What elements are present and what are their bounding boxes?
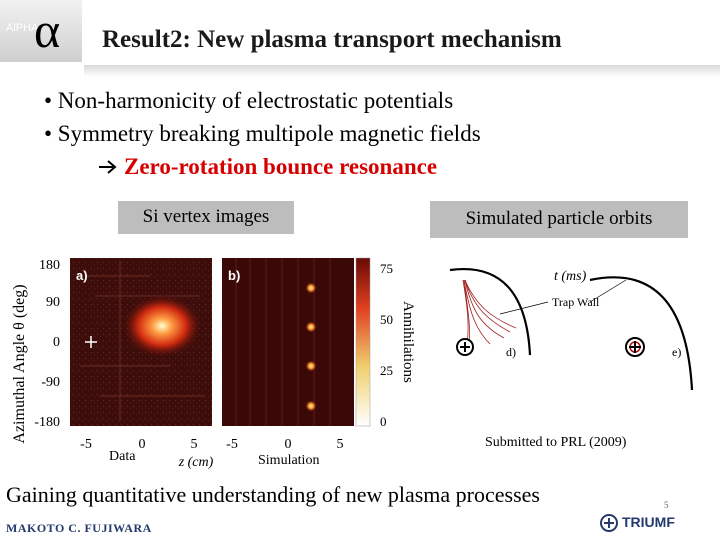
x-tick-a: -5 [80, 437, 92, 452]
trap-wall-label: Trap Wall [552, 295, 600, 309]
summary-line: Gaining quantitative understanding of ne… [6, 482, 540, 507]
panel-e-label: e) [672, 345, 681, 359]
alpha-logo-text: AlPHA [6, 22, 39, 34]
orbit-traces [462, 279, 517, 351]
arrow-right-icon [99, 160, 117, 174]
time-label: t (ms) [554, 269, 587, 284]
x-tick-b: -5 [226, 437, 238, 452]
x-tick-a: 5 [191, 437, 198, 452]
x-axis-label: z (cm) [178, 455, 214, 470]
data-label: Data [109, 449, 136, 464]
result-highlight-text: Zero-rotation bounce resonance [124, 154, 438, 179]
si-vertex-caption: Si vertex images [118, 201, 294, 234]
colorbar-tick: 25 [380, 363, 393, 378]
x-tick-b: 5 [337, 437, 344, 452]
annihilation-hotspot [122, 294, 202, 358]
bullet-symmetry-breaking: • Symmetry breaking multipole magnetic f… [44, 121, 481, 146]
colorbar-tick: 0 [380, 414, 387, 429]
bullet-non-harmonicity: • Non-harmonicity of electrostatic poten… [44, 88, 454, 113]
author-name: MAKOTO C. FUJIWARA [6, 521, 152, 535]
result-highlight: Zero-rotation bounce resonance [98, 154, 437, 180]
trap-wall-left [449, 267, 532, 356]
panel-b-image [222, 258, 354, 426]
y-tick: -90 [41, 375, 60, 390]
center-marker-d [456, 338, 474, 356]
colorbar-tick: 50 [380, 312, 393, 327]
page-number: 5 [664, 500, 669, 510]
simulated-orbits-caption: Simulated particle orbits [430, 201, 688, 238]
plus-marker [85, 336, 97, 348]
y-axis-label: Azimuthal Angle θ (deg) [11, 284, 28, 443]
si-vertex-figure: Azimuthal Angle θ (deg) 180 90 0 -90 -18… [11, 257, 416, 470]
alpha-symbol: α [34, 2, 61, 58]
y-tick: 0 [53, 335, 60, 350]
simulation-label: Simulation [258, 453, 320, 468]
panel-a-label: a) [76, 268, 88, 283]
particle-orbits-figure: t (ms) Trap Wall d) e) [449, 267, 694, 391]
y-tick: 90 [46, 295, 60, 310]
triumf-logo-icon [600, 514, 618, 532]
x-tick-a: 0 [139, 437, 146, 452]
x-tick-b: 0 [285, 437, 292, 452]
title-divider [84, 65, 720, 77]
y-tick: 180 [39, 258, 60, 273]
slide-title: Result2: New plasma transport mechanism [102, 26, 562, 53]
trap-wall-right [589, 276, 694, 391]
colorbar-tick: 75 [380, 261, 393, 276]
y-tick: -180 [34, 415, 60, 430]
colorbar [355, 257, 371, 427]
panel-b-label: b) [228, 268, 240, 283]
panel-d-label: d) [506, 345, 516, 359]
triumf-logo-text: TRIUMF [622, 514, 675, 530]
submission-note: Submitted to PRL (2009) [485, 435, 627, 450]
simulated-spots [305, 282, 317, 412]
colorbar-label: Annihilations [400, 301, 416, 383]
center-marker-e [625, 337, 645, 357]
alpha-logo [0, 0, 82, 62]
